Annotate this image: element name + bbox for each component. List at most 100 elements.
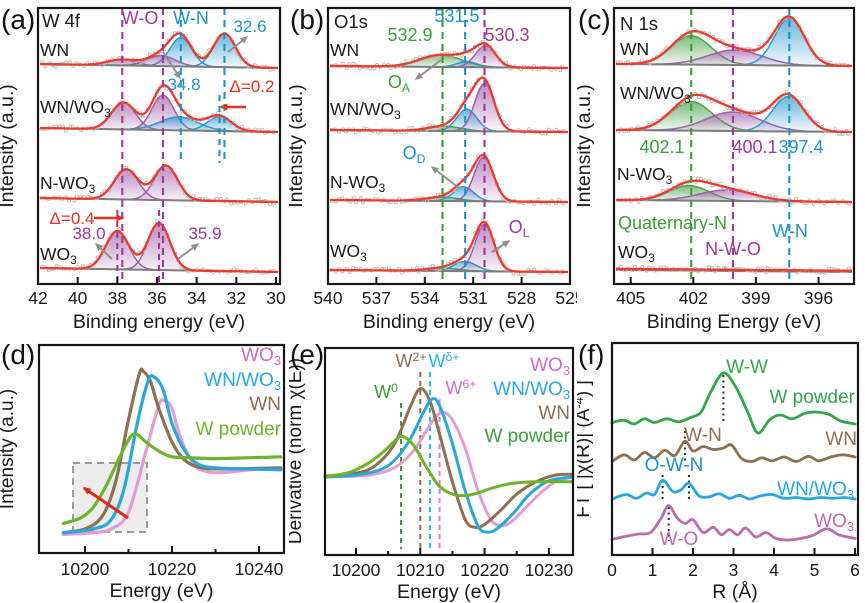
trace-N-WO3 (615, 176, 853, 206)
svg-text:36: 36 (147, 288, 166, 308)
chart-f-canvas: 0 1 2 3 4 5 6 R (Å) FT [ |χ(R)| (Å-4) ] W-WW powd… (577, 341, 860, 603)
svg-text:W0: W0 (374, 381, 398, 402)
svg-text:0: 0 (607, 560, 617, 580)
svg-text:W-N: W-N (772, 221, 808, 241)
trace-WN (329, 39, 569, 73)
svg-text:WO3: WO3 (241, 345, 281, 368)
panel-letter-e: (e) (290, 339, 325, 370)
svg-text:WN/WO3: WN/WO3 (330, 99, 401, 122)
svg-text:531: 531 (459, 288, 488, 308)
axes-frame (323, 346, 575, 557)
svg-text:W2+: W2+ (396, 350, 427, 371)
svg-text:Intensity (a.u.): Intensity (a.u.) (0, 84, 18, 208)
svg-text:R (Å): R (Å) (712, 580, 758, 603)
svg-text:WN/WO3: WN/WO3 (493, 379, 570, 402)
svg-text:10240: 10240 (235, 559, 284, 579)
svg-text:10220: 10220 (148, 559, 197, 579)
panel-e: (e) 10200 10210 10220 10230 Energy (eV) Deriv… (289, 335, 577, 603)
panel-letter-b: (b) (290, 4, 325, 35)
svg-text:10200: 10200 (332, 560, 381, 580)
svg-text:N-W-O: N-W-O (705, 239, 761, 259)
series-WO3 (323, 410, 575, 528)
svg-text:35.9: 35.9 (188, 224, 221, 243)
series-WO3 (61, 398, 283, 537)
svg-text:WN/WO3: WN/WO3 (777, 479, 854, 502)
panel-letter-d: (d) (1, 339, 36, 370)
svg-text:N 1s: N 1s (620, 13, 658, 34)
svg-text:537: 537 (362, 288, 391, 308)
panel-a: (a) WN WN/WO3 N-WO3 WO3 42 40 38 36 34 32 30 Bindin… (0, 0, 289, 335)
series-WN/WO3 (323, 397, 575, 534)
axes-frame (326, 6, 572, 286)
axes-frame (610, 341, 860, 557)
svg-text:10200: 10200 (61, 559, 110, 579)
axes-frame (37, 343, 286, 555)
series-W powder (323, 434, 575, 498)
series-WN/WO3 (610, 478, 857, 501)
svg-text:W-O: W-O (660, 529, 699, 550)
svg-text:WN: WN (249, 394, 281, 415)
svg-text:38: 38 (108, 288, 127, 308)
svg-text:OD: OD (403, 143, 426, 166)
svg-text:WO3: WO3 (330, 241, 367, 264)
svg-text:WN: WN (40, 40, 69, 60)
panel-letter-f: (f) (578, 339, 605, 370)
trace-WN/WO3 (329, 74, 569, 136)
svg-text:531.5: 531.5 (434, 6, 479, 26)
svg-text:WO3: WO3 (618, 242, 655, 265)
panel-letter-c: (c) (578, 4, 611, 35)
svg-text:42: 42 (28, 288, 47, 308)
svg-text:Binding energy (eV): Binding energy (eV) (363, 311, 535, 333)
svg-text:10210: 10210 (396, 560, 445, 580)
svg-text:399: 399 (741, 288, 770, 308)
svg-text:Intensity (a.u.): Intensity (a.u.) (289, 84, 307, 208)
svg-text:32: 32 (227, 288, 246, 308)
svg-text:WO3: WO3 (814, 511, 854, 534)
svg-text:WN: WN (825, 429, 857, 450)
svg-text:W6+: W6+ (446, 377, 477, 398)
trace-WO3 (329, 218, 569, 276)
svg-text:530.3: 530.3 (484, 25, 529, 45)
svg-text:Quaternary-N: Quaternary-N (618, 213, 727, 233)
chart-b-canvas: WN WN/WO3 N-WO3 WO3 540 537 534 531 528 525 Bindin… (289, 6, 577, 333)
svg-text:4: 4 (769, 560, 779, 580)
svg-text:525: 525 (555, 288, 577, 308)
svg-text:W-W: W-W (726, 357, 768, 378)
svg-text:6: 6 (850, 560, 860, 580)
panel-b: (b) WN WN/WO3 N-WO3 WO3 540 537 534 531 528 525 Bi… (289, 0, 577, 335)
chart-a-canvas: WN WN/WO3 N-WO3 WO3 42 40 38 36 34 32 30 Binding en… (0, 6, 286, 333)
svg-text:34: 34 (187, 288, 207, 308)
svg-text:402.1: 402.1 (639, 137, 684, 157)
svg-text:WO3: WO3 (40, 244, 77, 267)
trace-WN (39, 30, 279, 72)
series-W powder (610, 371, 857, 435)
svg-text:34.8: 34.8 (167, 75, 200, 94)
svg-text:Binding Energy (eV): Binding Energy (eV) (647, 311, 822, 333)
svg-text:540: 540 (313, 288, 342, 308)
svg-text:W-N: W-N (684, 425, 722, 446)
panel-c: (c) WN WN/WO3 N-WO3 WO3 405 402 399 396 Binding … (577, 0, 865, 335)
svg-text:532.9: 532.9 (387, 25, 432, 45)
svg-text:405: 405 (616, 288, 645, 308)
svg-text:400.1: 400.1 (732, 137, 777, 157)
svg-text:W-O: W-O (122, 8, 159, 28)
axes-frame (36, 6, 282, 286)
trace-WO3 (615, 264, 853, 275)
svg-text:W-N: W-N (173, 8, 209, 28)
svg-text:534: 534 (410, 288, 439, 308)
svg-text:528: 528 (507, 288, 536, 308)
svg-text:Binding energy (eV): Binding energy (eV) (73, 311, 245, 333)
svg-text:W 4f: W 4f (42, 10, 81, 31)
svg-text:Intensity (a.u.): Intensity (a.u.) (0, 389, 18, 509)
svg-text:40: 40 (68, 288, 88, 308)
svg-text:3: 3 (729, 560, 739, 580)
series-WN (61, 367, 283, 535)
svg-text:O1s: O1s (334, 11, 368, 32)
svg-text:396: 396 (804, 288, 833, 308)
series-WN (610, 439, 857, 463)
chart-c-canvas: WN WN/WO3 N-WO3 WO3 405 402 399 396 Binding Ener… (577, 6, 856, 333)
svg-text:Wδ+: Wδ+ (429, 350, 460, 371)
series-W powder (61, 432, 283, 525)
svg-text:402: 402 (679, 288, 708, 308)
svg-text:WN: WN (538, 403, 570, 424)
